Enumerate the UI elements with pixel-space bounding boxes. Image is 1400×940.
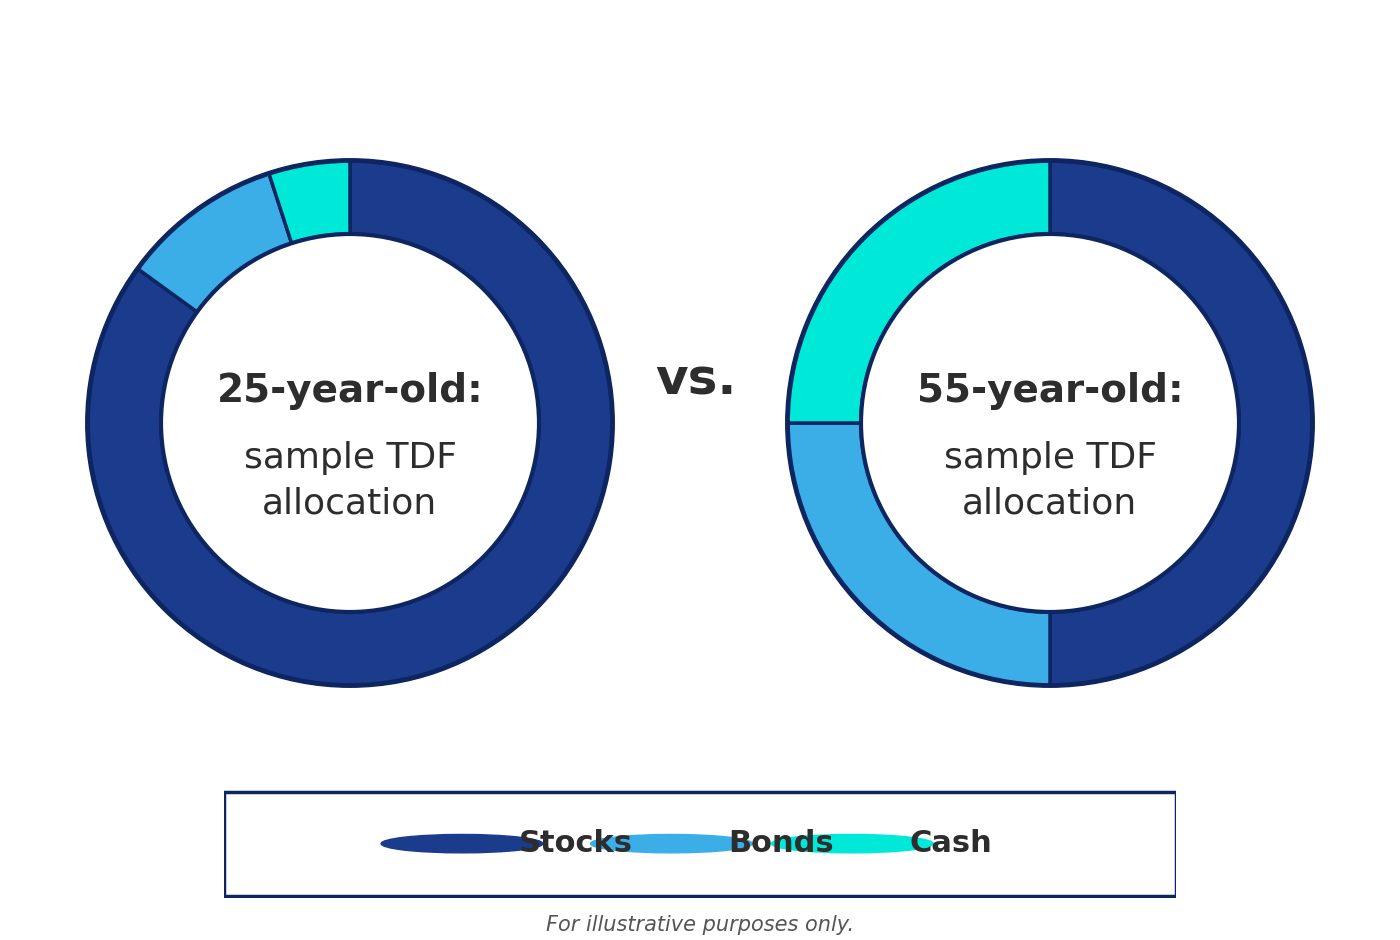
Wedge shape xyxy=(269,161,350,243)
Wedge shape xyxy=(787,423,1050,685)
Text: Stocks: Stocks xyxy=(519,829,633,858)
Text: For illustrative purposes only.: For illustrative purposes only. xyxy=(546,916,854,935)
Circle shape xyxy=(862,235,1238,611)
Circle shape xyxy=(591,835,752,853)
Text: sample TDF
allocation: sample TDF allocation xyxy=(944,441,1156,521)
Text: 25-year-old:: 25-year-old: xyxy=(217,372,483,411)
Wedge shape xyxy=(787,161,1050,423)
Text: 55-year-old:: 55-year-old: xyxy=(917,372,1183,411)
Wedge shape xyxy=(87,161,612,685)
Text: Cash: Cash xyxy=(910,829,993,858)
Text: sample TDF
allocation: sample TDF allocation xyxy=(244,441,456,521)
Wedge shape xyxy=(137,173,291,312)
Wedge shape xyxy=(1050,161,1313,685)
Text: Bonds: Bonds xyxy=(728,829,834,858)
FancyBboxPatch shape xyxy=(224,791,1176,896)
Circle shape xyxy=(381,835,543,853)
Text: vs.: vs. xyxy=(655,356,736,405)
Circle shape xyxy=(162,235,538,611)
Circle shape xyxy=(771,835,934,853)
